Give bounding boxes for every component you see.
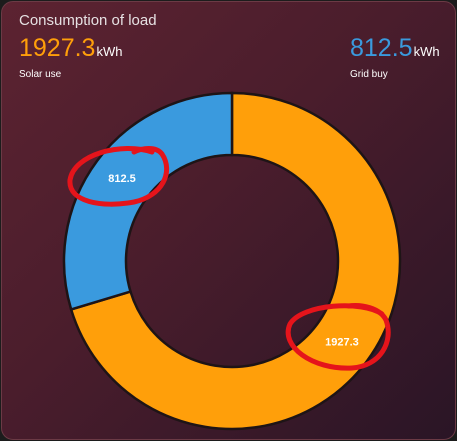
- stat-grid: 812.5kWh Grid buy: [350, 34, 440, 80]
- stat-value: 1927.3: [19, 34, 96, 62]
- stat-label: Grid buy: [350, 69, 388, 80]
- annotation-circle: [285, 303, 391, 371]
- annotation-circle: [67, 146, 170, 207]
- stat-label: Solar use: [19, 69, 62, 80]
- slice: [62, 91, 234, 312]
- stat-unit: kWh: [413, 44, 440, 59]
- stat-unit: kWh: [96, 44, 123, 59]
- stat-value: 812.5: [350, 34, 413, 62]
- stat-solar: 1927.3kWh Solar use: [19, 34, 122, 80]
- data-label: 812.5: [108, 173, 136, 185]
- data-label: 1927.3: [325, 337, 359, 349]
- card-title: Consumption of load: [19, 12, 157, 29]
- slice: [69, 91, 402, 431]
